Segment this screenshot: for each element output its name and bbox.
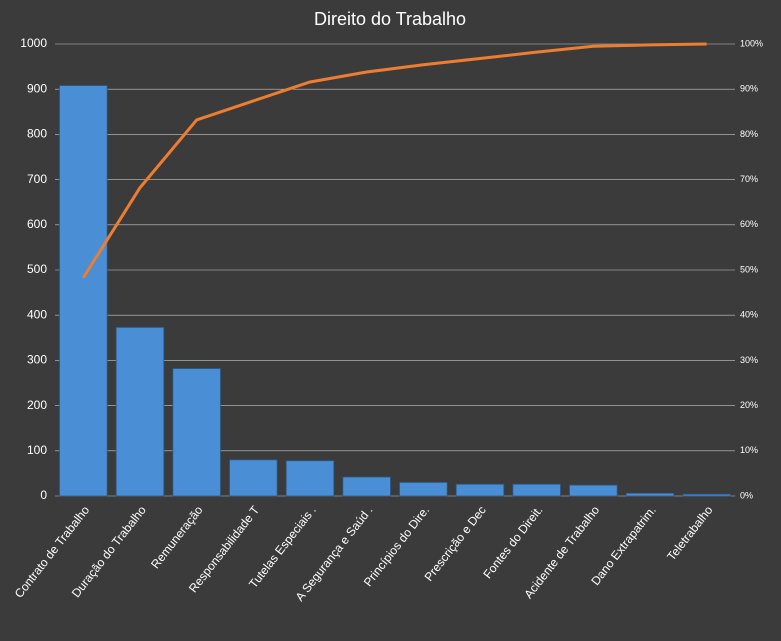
y2-tick-label: 20% [740, 400, 758, 410]
y-tick-label: 0 [40, 488, 47, 502]
bar [285, 460, 335, 497]
y2-tick-label: 100% [740, 38, 763, 48]
bar [682, 493, 731, 497]
y-tick-label: 100 [27, 443, 47, 457]
y-tick-label: 800 [27, 127, 47, 141]
bar [512, 483, 561, 497]
y2-tick-label: 70% [740, 174, 758, 184]
y2-tick-label: 40% [740, 310, 758, 320]
bar [399, 482, 448, 497]
y2-tick-label: 80% [740, 129, 758, 139]
cumulative-line [82, 42, 707, 279]
y-tick-label: 400 [27, 307, 47, 321]
y2-tick-label: 50% [740, 264, 758, 274]
y2-tick-label: 10% [740, 445, 758, 455]
x-tick-label: Remuneração [148, 503, 206, 571]
y-tick-label: 300 [27, 353, 47, 367]
bar [115, 327, 165, 497]
y-tick-label: 900 [27, 81, 47, 95]
bar [172, 368, 221, 497]
bar [455, 483, 505, 497]
y-tick-label: 1000 [20, 36, 47, 50]
x-tick-label: Teletrabalho [664, 503, 715, 563]
y-tick-label: 500 [27, 262, 47, 276]
bar [59, 85, 108, 497]
y2-tick-label: 60% [740, 219, 758, 229]
y-tick-label: 700 [27, 172, 47, 186]
y-tick-label: 600 [27, 217, 47, 231]
y2-tick-label: 0% [740, 490, 753, 500]
x-tick-label: Fontes do Direit. [480, 503, 545, 581]
bar [569, 484, 618, 497]
y2-tick-label: 90% [740, 84, 758, 94]
bar [342, 476, 391, 497]
bar [229, 459, 278, 497]
y-tick-label: 200 [27, 398, 47, 412]
chart-title: Direito do Trabalho [314, 9, 466, 29]
x-tick-label: Prescrição e Dec [422, 503, 489, 584]
y2-tick-label: 30% [740, 355, 758, 365]
bar [625, 492, 675, 497]
